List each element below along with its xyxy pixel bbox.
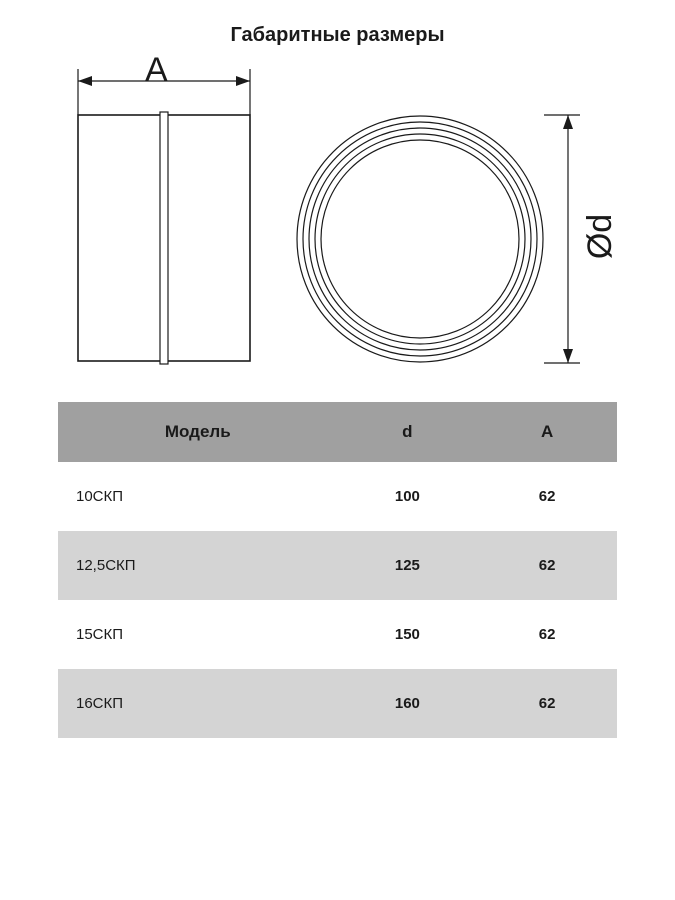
cell-model: 16СКП: [58, 669, 338, 738]
cell-model: 12,5СКП: [58, 531, 338, 600]
cell-d: 150: [338, 600, 478, 669]
cell-a: 62: [477, 531, 617, 600]
cell-d: 160: [338, 669, 478, 738]
cell-a: 62: [477, 462, 617, 531]
table-row: 12,5СКП12562: [58, 531, 617, 600]
page-title: Габаритные размеры: [0, 0, 675, 57]
table-body: 10СКП1006212,5СКП1256215СКП1506216СКП160…: [58, 462, 617, 738]
cell-a: 62: [477, 600, 617, 669]
table-header-row: Модель d A: [58, 402, 617, 462]
table-row: 10СКП10062: [58, 462, 617, 531]
col-header-d: d: [338, 402, 478, 462]
table-row: 15СКП15062: [58, 600, 617, 669]
cell-a: 62: [477, 669, 617, 738]
col-header-a: A: [477, 402, 617, 462]
table-row: 16СКП16062: [58, 669, 617, 738]
diagram-svg: [0, 57, 675, 402]
dimensions-table-wrap: Модель d A 10СКП1006212,5СКП1256215СКП15…: [0, 402, 675, 738]
dimensions-table: Модель d A 10СКП1006212,5СКП1256215СКП15…: [58, 402, 617, 738]
cell-d: 100: [338, 462, 478, 531]
dimension-label-d: Ød: [581, 214, 620, 259]
col-header-model: Модель: [58, 402, 338, 462]
dimensions-diagram: А Ød: [0, 57, 675, 402]
cell-model: 10СКП: [58, 462, 338, 531]
cell-d: 125: [338, 531, 478, 600]
cell-model: 15СКП: [58, 600, 338, 669]
dimension-label-a: А: [145, 51, 168, 90]
